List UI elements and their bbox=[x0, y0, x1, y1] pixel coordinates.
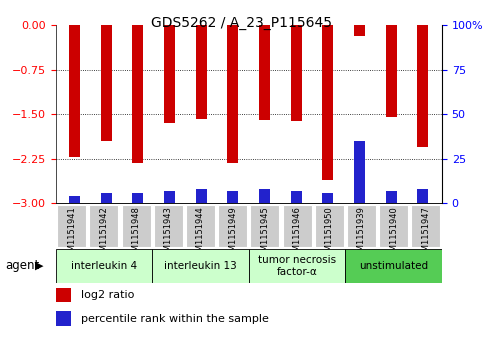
Bar bbox=[227, 25, 239, 163]
Text: ▶: ▶ bbox=[35, 261, 43, 271]
Bar bbox=[164, 25, 175, 123]
Bar bbox=[56, 288, 71, 302]
Bar bbox=[322, 193, 333, 203]
Bar bbox=[417, 25, 428, 147]
Bar bbox=[417, 189, 428, 203]
Bar bbox=[386, 191, 397, 203]
Bar bbox=[386, 25, 397, 117]
Bar bbox=[196, 189, 207, 203]
Text: log2 ratio: log2 ratio bbox=[81, 290, 134, 300]
Bar bbox=[100, 193, 112, 203]
Bar bbox=[89, 205, 118, 247]
Bar bbox=[250, 205, 279, 247]
Bar bbox=[186, 205, 215, 247]
Bar bbox=[322, 25, 333, 180]
Text: GSM1151942: GSM1151942 bbox=[99, 206, 108, 262]
Bar bbox=[56, 311, 71, 326]
Bar bbox=[315, 205, 344, 247]
Bar bbox=[379, 205, 408, 247]
Bar bbox=[345, 249, 442, 283]
Bar bbox=[259, 189, 270, 203]
Bar bbox=[56, 249, 152, 283]
Text: GSM1151949: GSM1151949 bbox=[228, 206, 237, 262]
Bar bbox=[354, 25, 365, 36]
Bar bbox=[291, 25, 302, 122]
Text: GSM1151948: GSM1151948 bbox=[131, 206, 141, 262]
Text: GDS5262 / A_23_P115645: GDS5262 / A_23_P115645 bbox=[151, 16, 332, 30]
Text: percentile rank within the sample: percentile rank within the sample bbox=[81, 314, 269, 323]
Bar bbox=[249, 249, 345, 283]
Text: GSM1151939: GSM1151939 bbox=[357, 206, 366, 262]
Text: GSM1151943: GSM1151943 bbox=[164, 206, 173, 262]
Text: GSM1151946: GSM1151946 bbox=[293, 206, 301, 262]
Text: agent: agent bbox=[5, 260, 39, 272]
Text: GSM1151940: GSM1151940 bbox=[389, 206, 398, 262]
Bar bbox=[354, 141, 365, 203]
Text: GSM1151950: GSM1151950 bbox=[325, 206, 334, 262]
Bar bbox=[218, 205, 247, 247]
Bar bbox=[259, 25, 270, 120]
Bar bbox=[347, 205, 376, 247]
Text: GSM1151947: GSM1151947 bbox=[421, 206, 430, 262]
Bar bbox=[283, 205, 312, 247]
Bar bbox=[69, 196, 80, 203]
Text: GSM1151944: GSM1151944 bbox=[196, 206, 205, 262]
Bar bbox=[57, 205, 86, 247]
Text: interleukin 13: interleukin 13 bbox=[164, 261, 237, 271]
Text: unstimulated: unstimulated bbox=[359, 261, 428, 271]
Bar bbox=[164, 191, 175, 203]
Bar bbox=[132, 25, 143, 163]
Bar bbox=[100, 25, 112, 141]
Bar bbox=[412, 205, 440, 247]
Bar bbox=[227, 191, 239, 203]
Text: tumor necrosis
factor-α: tumor necrosis factor-α bbox=[258, 255, 336, 277]
Bar bbox=[152, 249, 249, 283]
Bar bbox=[196, 25, 207, 119]
Text: interleukin 4: interleukin 4 bbox=[71, 261, 137, 271]
Bar bbox=[122, 205, 151, 247]
Text: GSM1151941: GSM1151941 bbox=[67, 206, 76, 262]
Text: GSM1151945: GSM1151945 bbox=[260, 206, 270, 262]
Bar bbox=[69, 25, 80, 157]
Bar bbox=[154, 205, 183, 247]
Bar bbox=[132, 193, 143, 203]
Bar bbox=[291, 191, 302, 203]
